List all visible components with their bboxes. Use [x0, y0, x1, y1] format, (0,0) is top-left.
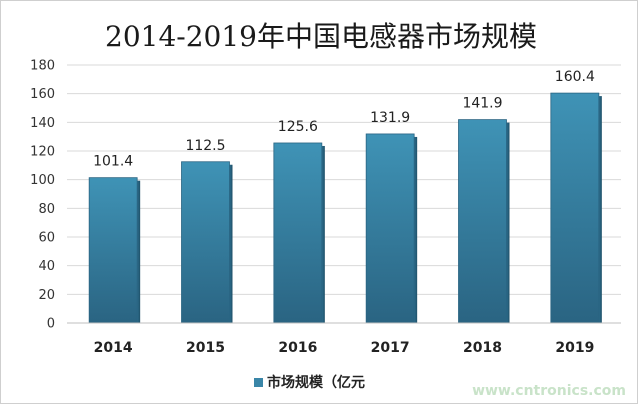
x-axis: 2014 2015 2016 2017 2018 2019	[67, 322, 621, 356]
chart-title: 2014-2019年中国电感器市场规模	[105, 20, 537, 53]
bar-side	[229, 164, 233, 323]
x-tick-label: 2015	[186, 340, 225, 356]
y-tick-label: 120	[30, 145, 55, 160]
x-tick-label: 2016	[278, 340, 317, 356]
y-tick-label: 20	[38, 288, 55, 303]
y-tick-label: 0	[47, 317, 55, 332]
y-tick-label: 100	[30, 173, 55, 188]
data-label: 131.9	[370, 110, 410, 126]
data-label: 101.4	[93, 154, 133, 170]
bar-side	[321, 145, 325, 323]
bar	[458, 119, 507, 324]
data-label: 160.4	[555, 69, 595, 85]
x-tick-label: 2014	[94, 340, 133, 356]
bar	[181, 161, 230, 324]
legend-swatch	[254, 378, 263, 387]
y-tick-label: 180	[30, 59, 55, 74]
bars: 101.4 112.5 125.6 131.9 141.9 160.4	[88, 69, 602, 324]
legend-label: 市场规模（亿元	[267, 374, 365, 391]
x-tick-label: 2017	[371, 340, 410, 356]
bar-side	[506, 122, 510, 323]
data-label: 112.5	[185, 138, 225, 154]
bar	[365, 133, 415, 324]
x-tick-label: 2019	[555, 340, 594, 356]
data-label: 125.6	[278, 119, 318, 135]
y-tick-label: 40	[38, 259, 55, 274]
bar	[550, 92, 600, 324]
legend: 市场规模（亿元	[254, 374, 365, 391]
bar	[273, 142, 323, 324]
bar-side	[414, 136, 418, 323]
y-tick-label: 140	[30, 116, 55, 131]
x-tick-label: 2018	[463, 340, 502, 356]
y-tick-label: 60	[38, 231, 55, 246]
bar	[88, 177, 138, 324]
bar-side	[137, 180, 141, 323]
data-label: 141.9	[462, 96, 502, 112]
bar-side	[598, 96, 602, 324]
gridlines	[67, 64, 621, 295]
y-tick-label: 80	[38, 202, 55, 217]
watermark: www.cntronics.com	[472, 383, 626, 399]
y-axis: 0 20 40 60 80 100 120 140 160 180	[30, 59, 55, 332]
y-tick-label: 160	[30, 87, 55, 102]
